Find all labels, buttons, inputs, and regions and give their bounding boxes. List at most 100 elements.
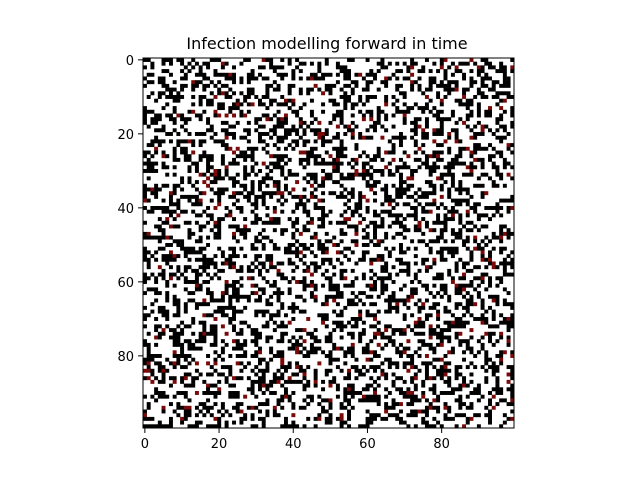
heatmap-cell	[154, 398, 159, 403]
heatmap-cell	[387, 276, 392, 281]
heatmap-cell	[347, 69, 352, 74]
heatmap-cell	[265, 368, 270, 373]
heatmap-cell	[317, 135, 322, 140]
heatmap-cell	[361, 346, 366, 351]
heatmap-cell	[295, 294, 300, 299]
heatmap-cell	[280, 231, 285, 236]
heatmap-cell	[261, 416, 266, 421]
heatmap-cell	[506, 372, 511, 377]
heatmap-cell	[480, 280, 485, 284]
heatmap-cell	[361, 194, 366, 199]
heatmap-cell	[469, 98, 474, 103]
heatmap-cell	[432, 169, 437, 173]
heatmap-cell	[469, 135, 474, 140]
heatmap-cell	[250, 368, 255, 373]
heatmap-cell	[380, 287, 385, 292]
heatmap-cell	[410, 409, 415, 414]
heatmap-cell	[321, 405, 326, 410]
heatmap-cell	[439, 102, 444, 107]
heatmap-cell	[187, 354, 192, 358]
heatmap-cell	[380, 157, 385, 162]
heatmap-cell	[436, 132, 441, 136]
heatmap-cell	[476, 91, 481, 96]
heatmap-cell	[502, 83, 507, 88]
heatmap-cell	[417, 346, 422, 351]
heatmap-cell	[191, 95, 196, 99]
heatmap-cell	[265, 402, 270, 407]
heatmap-cell	[391, 379, 396, 384]
heatmap-cell	[476, 113, 481, 118]
heatmap-cell	[480, 342, 485, 347]
heatmap-cell	[209, 424, 214, 429]
heatmap-cell	[157, 113, 162, 118]
heatmap-cell	[250, 413, 255, 418]
heatmap-cell	[343, 106, 348, 111]
heatmap-cell	[269, 261, 274, 266]
heatmap-cell	[321, 243, 326, 247]
heatmap-cell	[194, 113, 199, 118]
heatmap-cell	[280, 357, 285, 362]
heatmap-cell	[506, 302, 511, 307]
heatmap-cell	[428, 331, 433, 336]
heatmap-cell	[469, 302, 474, 307]
x-tick-label: 0	[141, 437, 149, 452]
heatmap-cell	[410, 206, 415, 210]
heatmap-cell	[243, 187, 248, 192]
heatmap-cell	[417, 331, 422, 336]
heatmap-cell	[499, 361, 504, 366]
heatmap-cell	[302, 368, 307, 373]
heatmap-cell	[321, 139, 326, 144]
heatmap-cell	[191, 150, 196, 155]
heatmap-cell	[502, 198, 507, 203]
heatmap-cell	[358, 194, 363, 199]
heatmap-cell	[387, 198, 392, 203]
heatmap-cell	[447, 361, 452, 366]
heatmap-cell	[373, 287, 377, 292]
heatmap-cell	[343, 154, 348, 159]
heatmap-cell	[402, 283, 407, 288]
heatmap-cell	[488, 365, 492, 370]
heatmap-cell	[398, 187, 403, 192]
heatmap-cell	[335, 135, 340, 140]
heatmap-cell	[384, 357, 389, 362]
heatmap-cell	[398, 243, 403, 247]
heatmap-cell	[454, 65, 459, 70]
heatmap-cell	[187, 235, 192, 240]
heatmap-cell	[384, 183, 389, 188]
heatmap-cell	[243, 176, 248, 181]
heatmap-cell	[324, 213, 329, 218]
heatmap-cell	[343, 387, 348, 392]
heatmap-cell	[283, 132, 288, 136]
heatmap-cell	[276, 350, 281, 355]
heatmap-cell	[354, 391, 359, 395]
heatmap-cell	[432, 198, 437, 203]
heatmap-cell	[143, 250, 147, 255]
heatmap-cell	[143, 291, 147, 296]
heatmap-cell	[395, 169, 400, 173]
heatmap-cell	[265, 302, 270, 307]
heatmap-cell	[302, 128, 307, 133]
heatmap-cell	[480, 257, 485, 262]
heatmap-cell	[306, 87, 311, 92]
heatmap-cell	[302, 176, 307, 181]
heatmap-cell	[484, 317, 489, 321]
heatmap-cell	[436, 235, 441, 240]
heatmap-cell	[376, 120, 381, 125]
heatmap-cell	[246, 91, 251, 96]
heatmap-cell	[321, 169, 326, 173]
heatmap-cell	[473, 143, 478, 148]
heatmap-cell	[454, 365, 459, 370]
heatmap-cell	[168, 383, 173, 388]
heatmap-cell	[150, 65, 155, 70]
heatmap-cell	[269, 65, 274, 70]
heatmap-cell	[402, 76, 407, 81]
heatmap-cell	[369, 257, 374, 262]
heatmap-cell	[224, 213, 229, 218]
heatmap-cell	[328, 239, 333, 244]
heatmap-cell	[347, 391, 352, 395]
heatmap-cell	[172, 328, 177, 333]
heatmap-cell	[239, 206, 244, 210]
heatmap-cell	[220, 309, 225, 314]
heatmap-cell	[439, 128, 444, 133]
heatmap-cell	[354, 206, 359, 210]
